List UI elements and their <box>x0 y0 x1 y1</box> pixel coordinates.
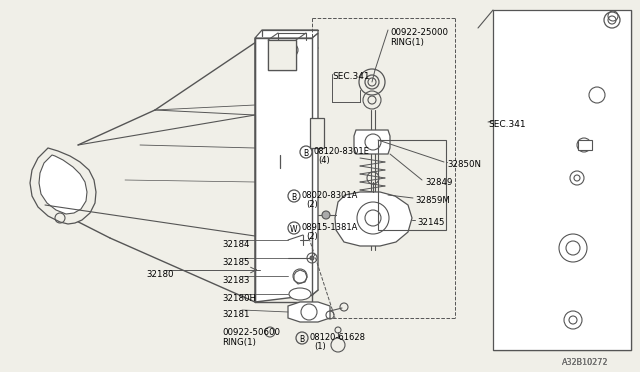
Text: 32180H: 32180H <box>222 294 256 303</box>
Text: 08120-61628: 08120-61628 <box>310 334 366 343</box>
Polygon shape <box>546 226 598 268</box>
Text: (2): (2) <box>306 232 317 241</box>
Text: 08020-8301A: 08020-8301A <box>302 192 358 201</box>
Text: B: B <box>291 193 296 202</box>
Text: B: B <box>303 150 308 158</box>
Bar <box>268 40 296 70</box>
Text: RING(1): RING(1) <box>390 38 424 47</box>
Text: 08120-8301E: 08120-8301E <box>314 148 370 157</box>
Text: 32859M: 32859M <box>415 196 450 205</box>
Polygon shape <box>268 40 296 70</box>
Text: (4): (4) <box>318 156 330 165</box>
Polygon shape <box>39 155 87 214</box>
Bar <box>493 10 631 350</box>
Polygon shape <box>288 302 330 322</box>
Text: 32850N: 32850N <box>447 160 481 169</box>
Text: W: W <box>291 225 298 234</box>
Text: SEC.341: SEC.341 <box>332 72 370 81</box>
Text: 00922-50600: 00922-50600 <box>222 328 280 337</box>
Text: 32185: 32185 <box>222 258 250 267</box>
Text: (1): (1) <box>314 342 326 351</box>
Text: A32B10272: A32B10272 <box>562 358 609 367</box>
Circle shape <box>322 211 330 219</box>
Bar <box>578 140 592 150</box>
Polygon shape <box>335 192 412 246</box>
Polygon shape <box>255 33 318 302</box>
Text: 08915-1381A: 08915-1381A <box>302 224 358 232</box>
Text: B: B <box>300 336 305 344</box>
Text: RING(1): RING(1) <box>222 338 256 347</box>
Text: 32184: 32184 <box>222 240 250 249</box>
Text: 32145: 32145 <box>417 218 445 227</box>
Ellipse shape <box>289 288 311 300</box>
Text: 00922-25000: 00922-25000 <box>390 28 448 37</box>
Polygon shape <box>30 148 96 224</box>
Polygon shape <box>255 30 318 38</box>
Text: SEC.341: SEC.341 <box>488 120 525 129</box>
Text: A32B10272: A32B10272 <box>562 358 609 367</box>
Text: 32181: 32181 <box>222 310 250 319</box>
Bar <box>310 118 324 148</box>
Text: 32183: 32183 <box>222 276 250 285</box>
Polygon shape <box>354 130 390 154</box>
Circle shape <box>310 256 314 260</box>
Bar <box>378 140 446 230</box>
Polygon shape <box>294 270 307 284</box>
Text: 32849: 32849 <box>425 178 452 187</box>
Text: 32180: 32180 <box>146 270 173 279</box>
Text: (2): (2) <box>306 200 317 209</box>
